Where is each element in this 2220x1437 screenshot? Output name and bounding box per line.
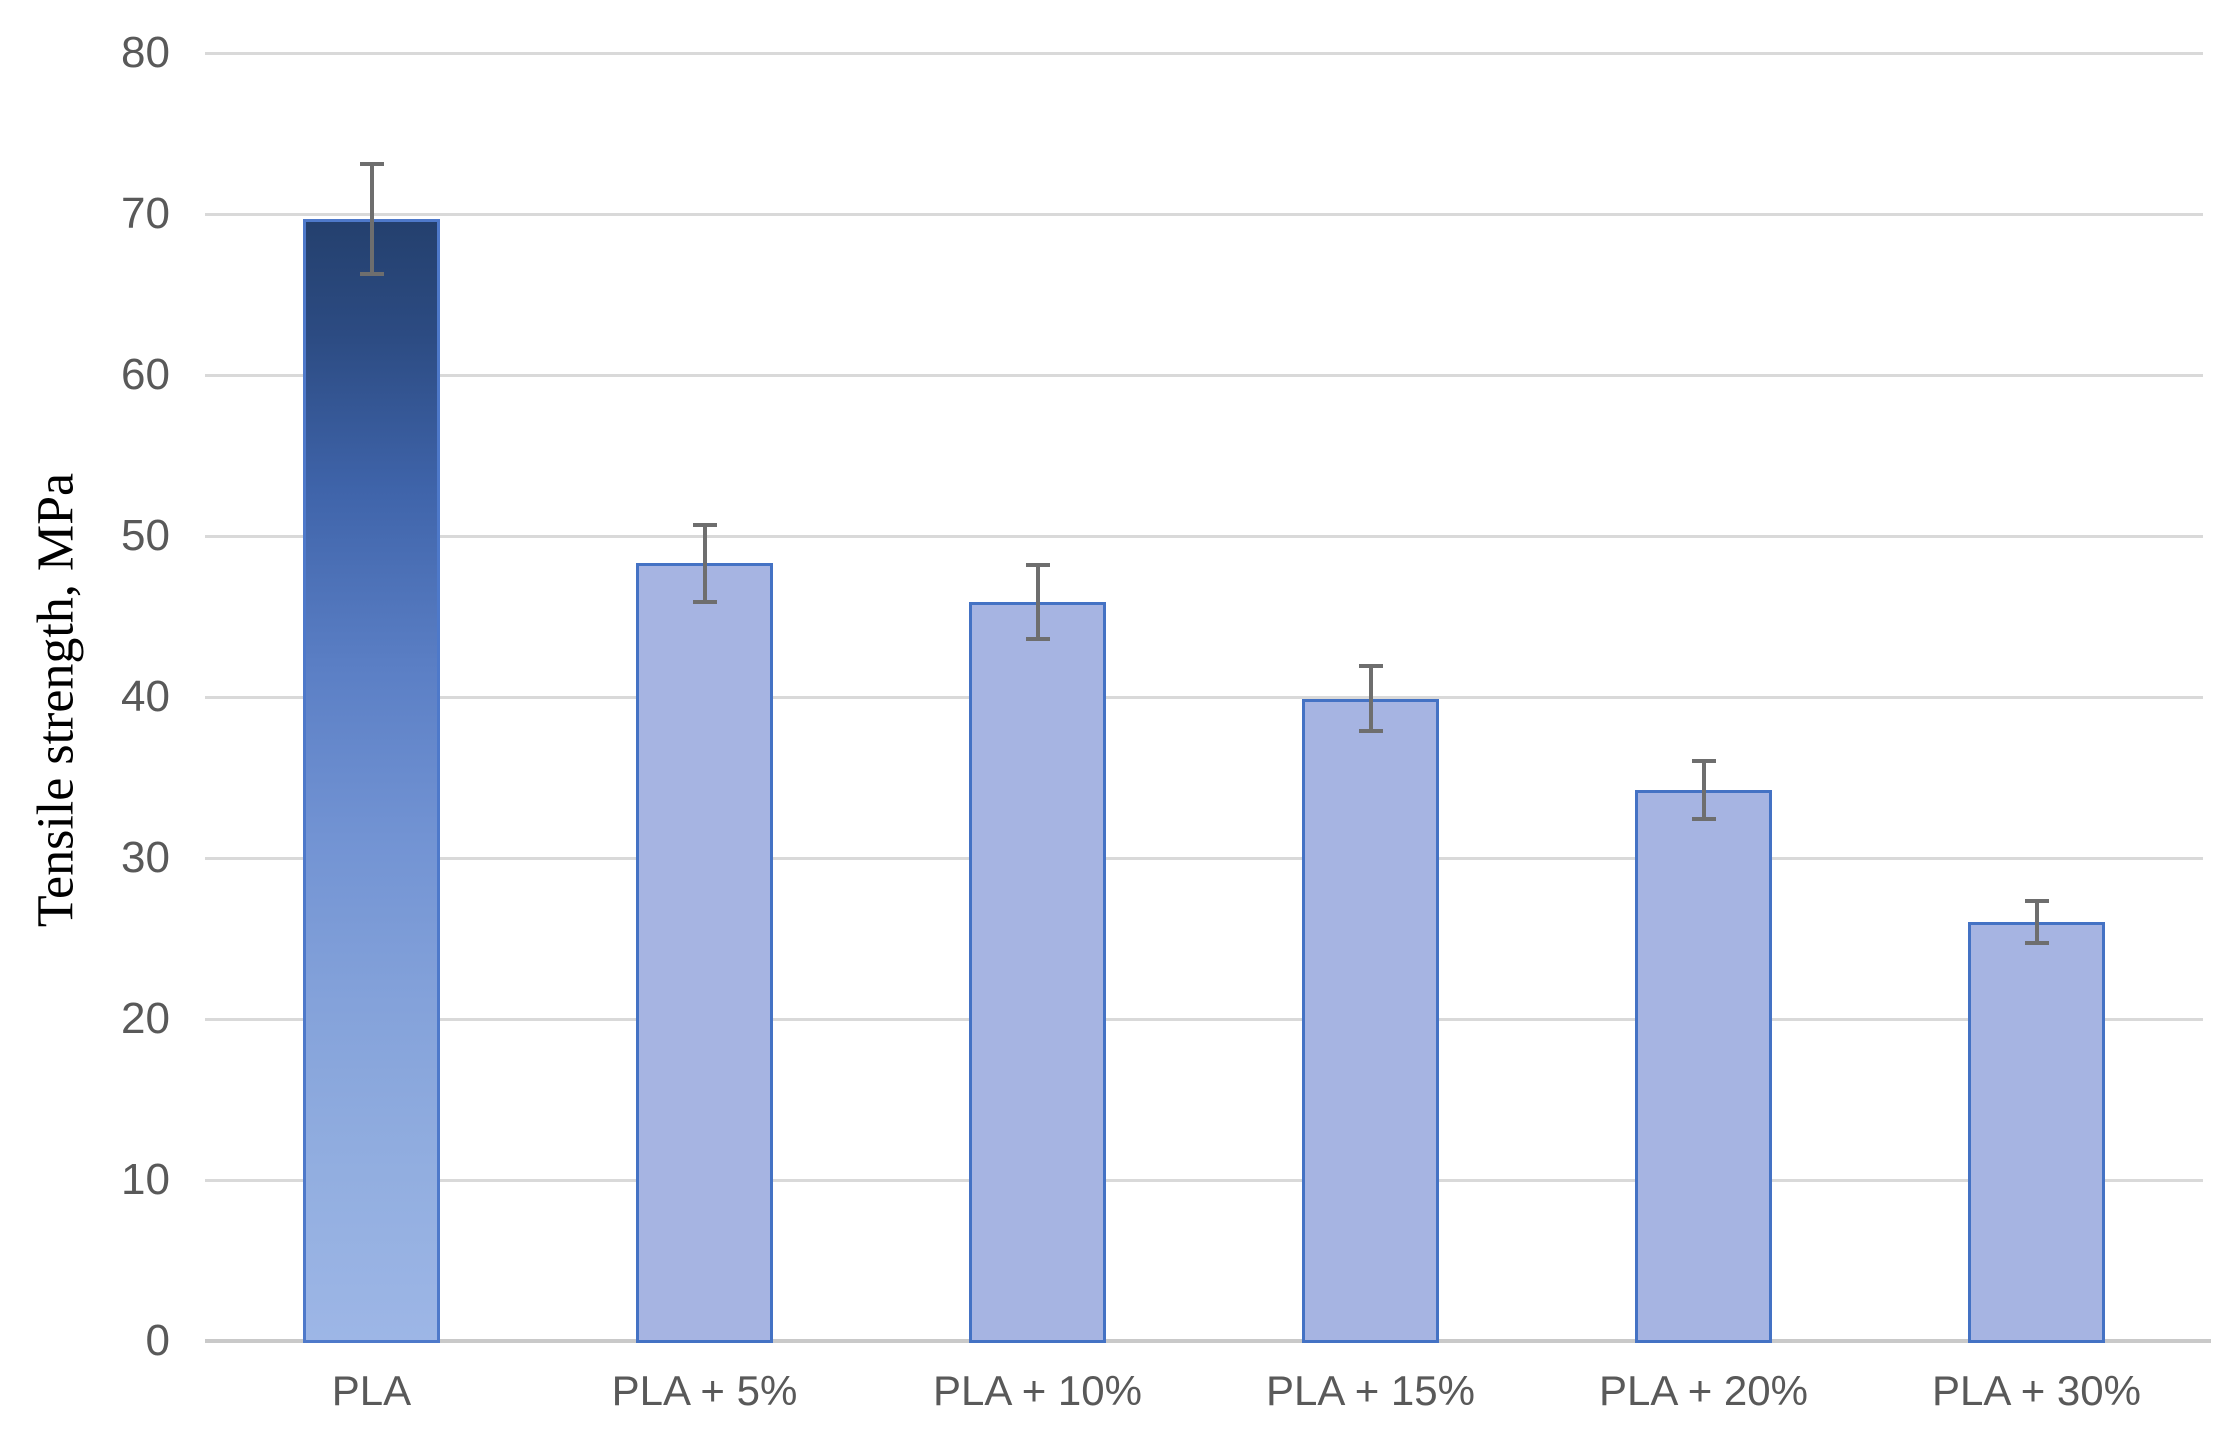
x-tick-label: PLA + 10%	[933, 1367, 1142, 1414]
gridline	[205, 212, 2203, 216]
error-bar-cap-top	[1025, 562, 1050, 567]
gridline	[205, 373, 2203, 377]
error-bar-cap-bottom	[359, 271, 384, 276]
error-bar-line	[1368, 666, 1373, 731]
x-tick-label: PLA + 30%	[1932, 1367, 2141, 1414]
error-bar-cap-top	[359, 162, 384, 167]
y-tick-label: 30	[121, 833, 170, 882]
gridline	[205, 1017, 2203, 1021]
error-bar-line	[1035, 564, 1040, 640]
error-bar-cap-top	[1691, 759, 1716, 764]
gridline	[205, 534, 2203, 538]
x-axis-line	[205, 1339, 2211, 1343]
gridline	[205, 695, 2203, 699]
y-tick-label: 80	[121, 28, 170, 77]
bar	[1635, 790, 1772, 1343]
x-tick-label: PLA + 20%	[1599, 1367, 1808, 1414]
y-tick-label: 50	[121, 511, 170, 560]
error-bar-line	[2034, 901, 2039, 944]
bar	[969, 602, 1106, 1343]
x-tick-label: PLA + 15%	[1266, 1367, 1475, 1414]
gridline	[205, 856, 2203, 860]
error-bar-line	[1701, 761, 1706, 820]
error-bar-cap-top	[1358, 664, 1383, 669]
error-bar-cap-bottom	[692, 600, 717, 604]
y-tick-label: 20	[121, 994, 170, 1043]
error-bar-cap-top	[692, 522, 717, 527]
x-tick-label: PLA	[331, 1367, 412, 1414]
error-bar-line	[369, 164, 374, 274]
error-bar-cap-bottom	[2024, 941, 2049, 946]
bar	[636, 563, 773, 1343]
x-tick-label: PLA + 5%	[611, 1367, 798, 1414]
bar	[1302, 698, 1439, 1343]
bar	[303, 218, 440, 1343]
gridline	[205, 51, 2203, 55]
y-tick-label: 0	[145, 1316, 170, 1365]
bar	[1968, 922, 2105, 1343]
error-bar-cap-top	[2024, 899, 2049, 904]
gridline	[205, 1178, 2203, 1182]
error-bar-cap-bottom	[1025, 637, 1050, 642]
y-tick-label: 70	[121, 189, 170, 238]
y-tick-label: 60	[121, 350, 170, 399]
error-bar-cap-bottom	[1358, 728, 1383, 733]
y-tick-label: 40	[121, 672, 170, 721]
error-bar-line	[702, 524, 707, 602]
y-tick-label: 10	[121, 1155, 170, 1204]
error-bar-cap-bottom	[1691, 817, 1716, 822]
